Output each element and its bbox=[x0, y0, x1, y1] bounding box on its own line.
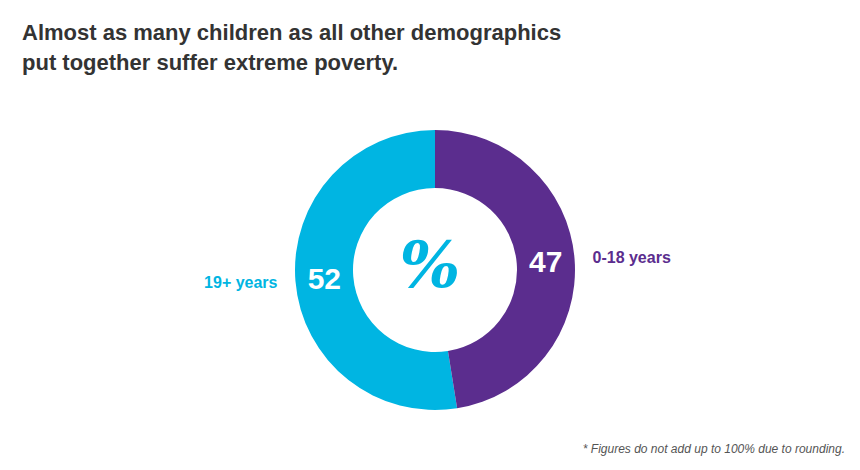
svg-text:0-18 years: 0-18 years bbox=[593, 249, 671, 266]
html-text:put together suffer extreme po: put together suffer extreme poverty. bbox=[22, 50, 399, 75]
html-text:* Figures do not add up to 100: * Figures do not add up to 100% due to r… bbox=[582, 442, 845, 456]
svg-text:47: 47 bbox=[529, 245, 562, 278]
svg-text:52: 52 bbox=[308, 262, 341, 295]
html-text:Almost as many children as all: Almost as many children as all other dem… bbox=[22, 20, 562, 45]
svg-text:19+ years: 19+ years bbox=[204, 274, 278, 291]
